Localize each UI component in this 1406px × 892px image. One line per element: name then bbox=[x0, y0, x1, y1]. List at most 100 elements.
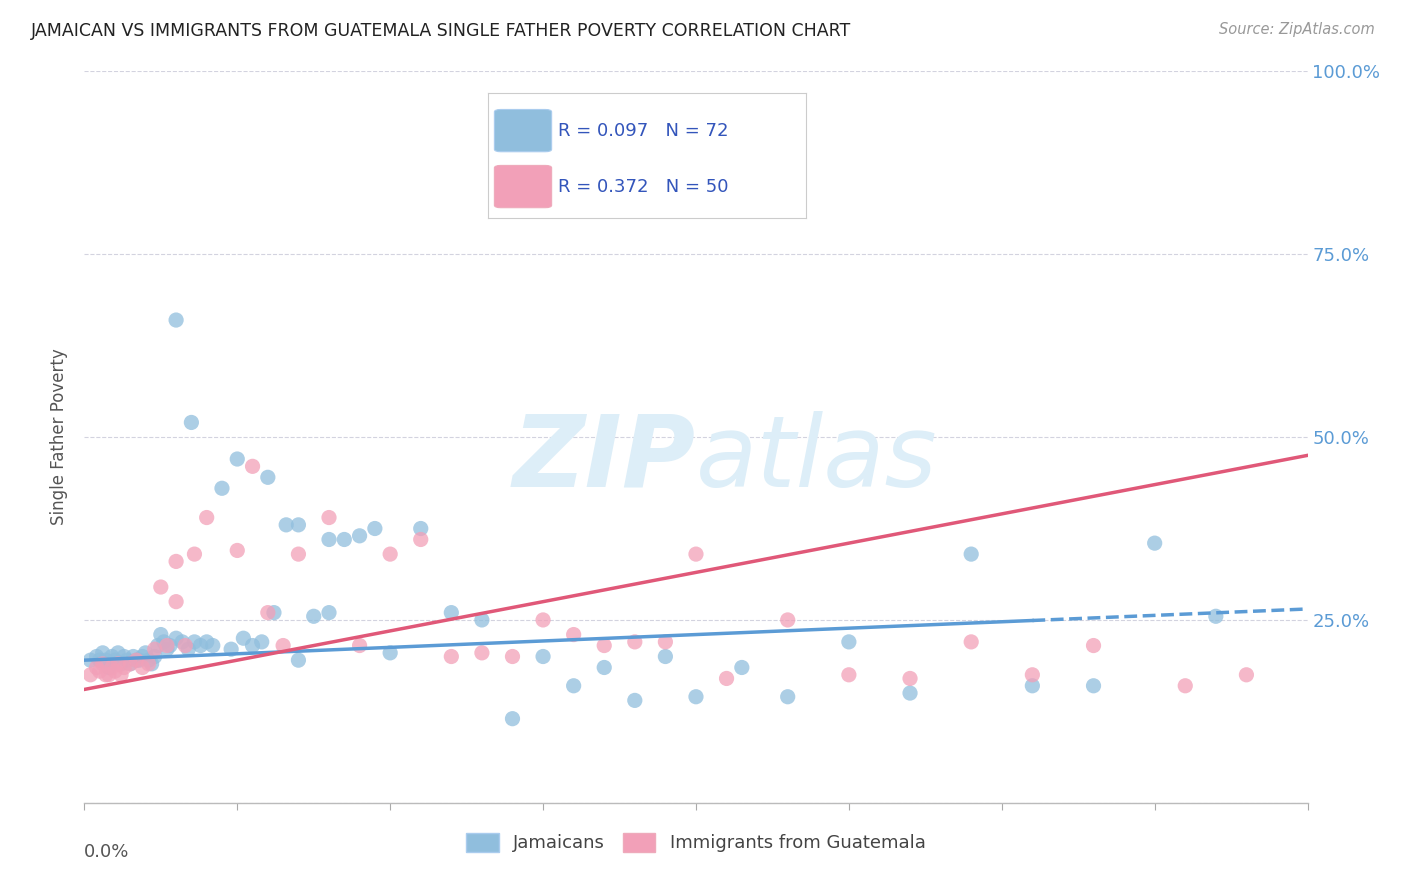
Point bbox=[531, 613, 554, 627]
Point bbox=[104, 664, 127, 678]
Point bbox=[195, 635, 218, 649]
Point bbox=[146, 639, 169, 653]
Point bbox=[624, 635, 647, 649]
Point bbox=[624, 693, 647, 707]
Point bbox=[562, 679, 585, 693]
Point bbox=[440, 649, 463, 664]
Point bbox=[156, 642, 179, 657]
Point bbox=[94, 667, 117, 681]
Point bbox=[287, 517, 309, 532]
Point bbox=[471, 646, 494, 660]
Point bbox=[97, 667, 120, 681]
Point bbox=[287, 547, 309, 561]
Point bbox=[364, 521, 387, 535]
Text: JAMAICAN VS IMMIGRANTS FROM GUATEMALA SINGLE FATHER POVERTY CORRELATION CHART: JAMAICAN VS IMMIGRANTS FROM GUATEMALA SI… bbox=[31, 22, 851, 40]
Point bbox=[107, 646, 129, 660]
Point bbox=[226, 543, 249, 558]
Point bbox=[131, 660, 153, 674]
Point bbox=[263, 606, 285, 620]
Point bbox=[776, 613, 799, 627]
Point bbox=[86, 649, 108, 664]
Point bbox=[349, 529, 371, 543]
Point bbox=[211, 481, 233, 495]
Point bbox=[242, 459, 264, 474]
Point bbox=[97, 660, 120, 674]
Text: atlas: atlas bbox=[696, 410, 938, 508]
Point bbox=[138, 657, 160, 671]
Point bbox=[226, 452, 249, 467]
Point bbox=[593, 639, 616, 653]
Point bbox=[333, 533, 356, 547]
Point bbox=[898, 672, 921, 686]
Point bbox=[318, 510, 340, 524]
Point bbox=[776, 690, 799, 704]
Point bbox=[1083, 679, 1105, 693]
Point bbox=[654, 635, 676, 649]
Point bbox=[149, 627, 172, 641]
Point bbox=[716, 672, 738, 686]
Point bbox=[1021, 667, 1043, 681]
Point bbox=[593, 660, 616, 674]
Point bbox=[112, 660, 135, 674]
Point bbox=[110, 657, 132, 671]
Point bbox=[159, 639, 181, 653]
Point bbox=[135, 646, 157, 660]
Point bbox=[219, 642, 242, 657]
Point bbox=[654, 649, 676, 664]
Point bbox=[165, 313, 187, 327]
Point bbox=[195, 510, 218, 524]
Point bbox=[120, 657, 142, 671]
Point bbox=[79, 653, 101, 667]
Point bbox=[149, 580, 172, 594]
Point bbox=[1021, 679, 1043, 693]
Point bbox=[101, 649, 124, 664]
Point bbox=[120, 657, 142, 671]
Point bbox=[1236, 667, 1258, 681]
Point bbox=[731, 660, 754, 674]
Point bbox=[380, 547, 402, 561]
Point bbox=[242, 639, 264, 653]
Point bbox=[471, 613, 494, 627]
Point bbox=[271, 639, 294, 653]
Point bbox=[115, 653, 138, 667]
Point bbox=[190, 639, 212, 653]
Point bbox=[183, 635, 205, 649]
Point bbox=[318, 606, 340, 620]
Point bbox=[898, 686, 921, 700]
Point bbox=[125, 653, 148, 667]
Point bbox=[960, 547, 983, 561]
Point bbox=[165, 594, 187, 608]
Point bbox=[112, 649, 135, 664]
Point bbox=[502, 712, 524, 726]
Point bbox=[257, 606, 280, 620]
Point bbox=[91, 646, 114, 660]
Point bbox=[104, 653, 127, 667]
Point bbox=[409, 533, 432, 547]
Point bbox=[94, 653, 117, 667]
Point bbox=[101, 660, 124, 674]
Point bbox=[91, 657, 114, 671]
Point bbox=[257, 470, 280, 484]
Point bbox=[79, 667, 101, 681]
Point bbox=[138, 653, 160, 667]
Point bbox=[302, 609, 325, 624]
Point bbox=[143, 642, 166, 657]
Point bbox=[318, 533, 340, 547]
Point bbox=[201, 639, 224, 653]
Point bbox=[232, 632, 254, 646]
Point bbox=[153, 635, 176, 649]
Text: Source: ZipAtlas.com: Source: ZipAtlas.com bbox=[1219, 22, 1375, 37]
Point bbox=[502, 649, 524, 664]
Point bbox=[131, 649, 153, 664]
Point bbox=[174, 639, 197, 653]
Text: 0.0%: 0.0% bbox=[84, 843, 129, 861]
Point bbox=[276, 517, 298, 532]
Point bbox=[562, 627, 585, 641]
Point bbox=[838, 667, 860, 681]
Point bbox=[122, 649, 145, 664]
Point bbox=[440, 606, 463, 620]
Legend: Jamaicans, Immigrants from Guatemala: Jamaicans, Immigrants from Guatemala bbox=[458, 826, 934, 860]
Point bbox=[89, 653, 111, 667]
Y-axis label: Single Father Poverty: Single Father Poverty bbox=[51, 349, 69, 525]
Point bbox=[89, 664, 111, 678]
